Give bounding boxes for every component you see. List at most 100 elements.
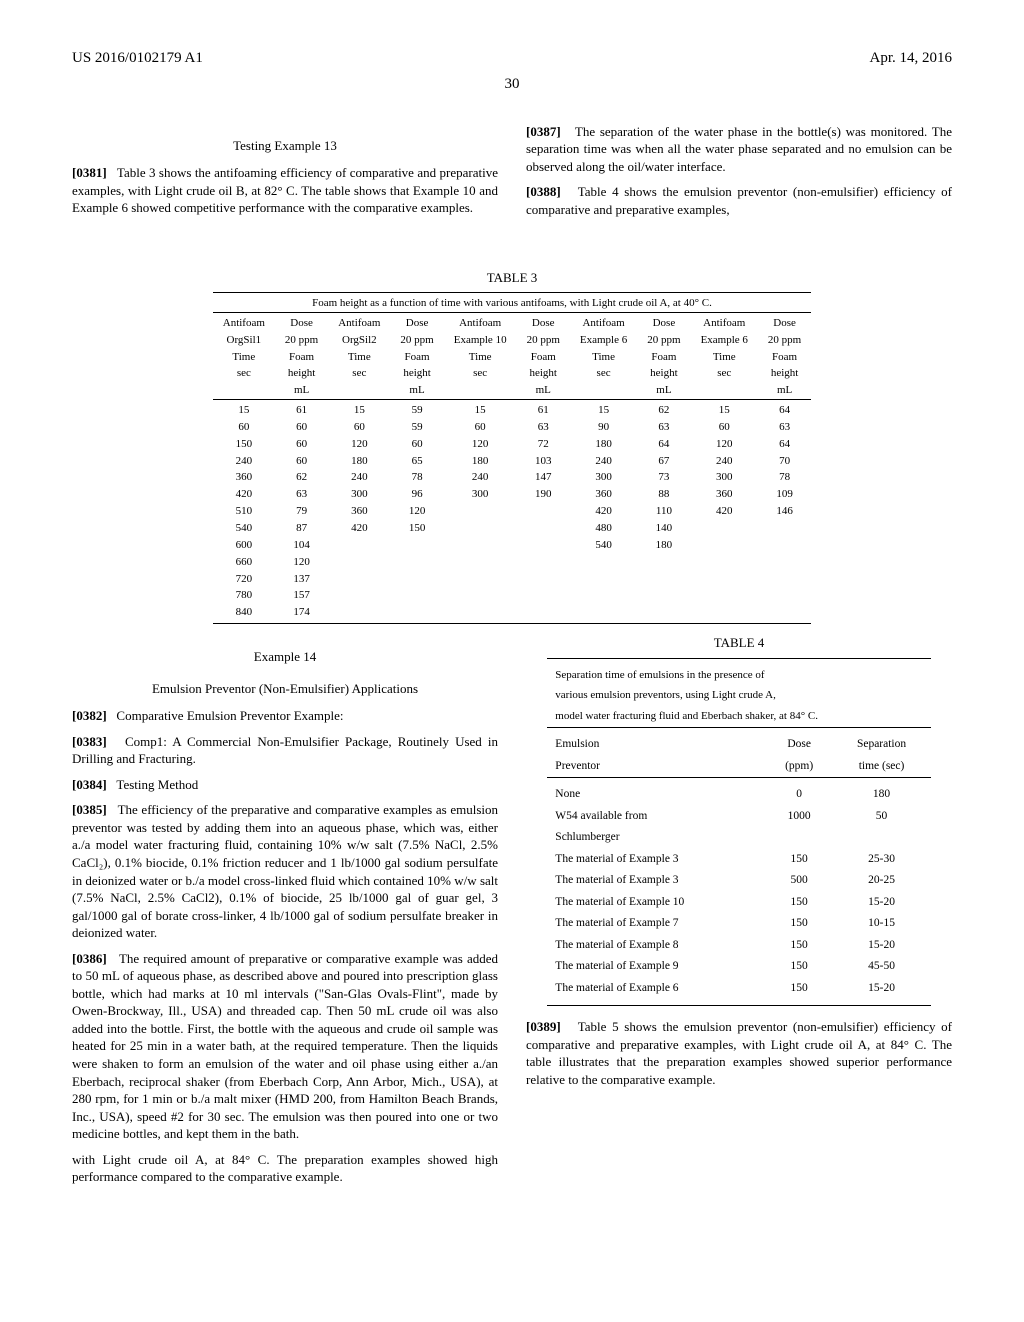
table-cell [758,554,811,571]
table-cell: 240 [328,469,390,486]
table-header-cell: Dose [390,315,443,332]
table-cell: 240 [444,469,517,486]
table-header-cell: sec [691,365,758,382]
table-row: The material of Example 350020-25 [547,870,930,892]
table-cell [691,520,758,537]
table-header-cell: Time [444,349,517,366]
page-header: US 2016/0102179 A1 Apr. 14, 2016 [72,48,952,68]
table-cell [328,604,390,621]
table-cell: 540 [570,537,637,554]
table-row: The material of Example 1015015-20 [547,892,930,914]
para-num: [0381] [72,165,107,180]
col-head: (ppm) [766,756,832,778]
table-cell: 65 [390,453,443,470]
table-header-cell: OrgSil2 [328,332,390,349]
table-cell: Schlumberger [547,827,766,849]
table3-label: TABLE 3 [72,269,952,287]
para-0386: [0386] The required amount of preparativ… [72,950,498,1143]
para-0384: [0384] Testing Method [72,776,498,794]
col-head: time (sec) [832,756,930,778]
para-num: [0385] [72,802,107,817]
para-text: The efficiency of the preparative and co… [72,802,498,940]
table4-wrap: TABLE 4 Separation time of emulsions in … [526,634,952,1006]
table-header-cell: Example 6 [570,332,637,349]
table-header-cell: sec [570,365,637,382]
table-cell: 240 [691,453,758,470]
table-cell: 600 [213,537,275,554]
table-cell: 510 [213,503,275,520]
table-cell: 150 [766,978,832,1000]
table-cell: 64 [758,402,811,419]
table-cell: 150 [213,436,275,453]
table-header-cell: OrgSil1 [213,332,275,349]
para-cont: with Light crude oil A, at 84° C. The pr… [72,1151,498,1186]
table-cell: 190 [517,486,570,503]
table-cell [444,503,517,520]
table-cell [691,587,758,604]
table-row: 54087420150480140 [213,520,811,537]
table-cell: 64 [758,436,811,453]
table-header-cell: Example 10 [444,332,517,349]
table-cell [758,571,811,588]
table-header-cell: Foam [275,349,328,366]
table3-title: Foam height as a function of time with v… [213,295,811,312]
table-cell: 63 [758,419,811,436]
table-header-cell: 20 ppm [390,332,443,349]
table-cell: 15 [444,402,517,419]
table-row: 660120 [213,554,811,571]
table-header-cell: Antifoam [691,315,758,332]
table-header-cell [691,382,758,399]
table-cell [570,571,637,588]
table-cell [691,554,758,571]
table-cell [444,537,517,554]
table-cell [517,537,570,554]
table-cell: 15-20 [832,978,930,1000]
para-0389: [0389] Table 5 shows the emulsion preven… [526,1018,952,1088]
pub-number: US 2016/0102179 A1 [72,48,203,68]
table-cell: 78 [758,469,811,486]
table-cell: 15-20 [832,892,930,914]
table-cell [444,520,517,537]
table-row: The material of Example 815015-20 [547,935,930,957]
table-header-cell: Dose [275,315,328,332]
table-header-cell: Example 6 [691,332,758,349]
table-cell: The material of Example 3 [547,870,766,892]
table-cell [766,827,832,849]
table-cell: 25-30 [832,849,930,871]
table-row: None0180 [547,784,930,806]
table-cell: 180 [637,537,690,554]
table-header-cell: Dose [758,315,811,332]
top-columns: Testing Example 13 [0381] Table 3 shows … [72,123,952,253]
table-cell [390,554,443,571]
para-0387: [0387] The separation of the water phase… [526,123,952,176]
table-cell: 109 [758,486,811,503]
table-cell [517,571,570,588]
table-cell: 20-25 [832,870,930,892]
table-cell: 120 [444,436,517,453]
table-cell: 15 [691,402,758,419]
table-cell: 180 [328,453,390,470]
para-text: with Light crude oil A, at 84° C. The pr… [72,1152,498,1185]
table-cell [758,604,811,621]
table-cell: 420 [570,503,637,520]
para-num: [0383] [72,734,107,749]
table-row: 36062240782401473007330078 [213,469,811,486]
table-cell: 146 [758,503,811,520]
table-cell [328,571,390,588]
table-header-cell: mL [390,382,443,399]
table-cell [390,571,443,588]
table-cell: The material of Example 9 [547,956,766,978]
table-row: 51079360120420110420146 [213,503,811,520]
table-cell: 150 [766,913,832,935]
testing-example-heading: Testing Example 13 [72,137,498,155]
table-cell: 360 [213,469,275,486]
table-cell: 61 [275,402,328,419]
para-0382: [0382] Comparative Emulsion Preventor Ex… [72,707,498,725]
table-header-cell: Dose [637,315,690,332]
table-cell: 60 [275,419,328,436]
table-cell: 120 [390,503,443,520]
para-text: Table 5 shows the emulsion preventor (no… [526,1019,952,1087]
table-cell [691,571,758,588]
para-0381: [0381] Table 3 shows the antifoaming eff… [72,164,498,217]
col-head: Emulsion [547,734,766,756]
